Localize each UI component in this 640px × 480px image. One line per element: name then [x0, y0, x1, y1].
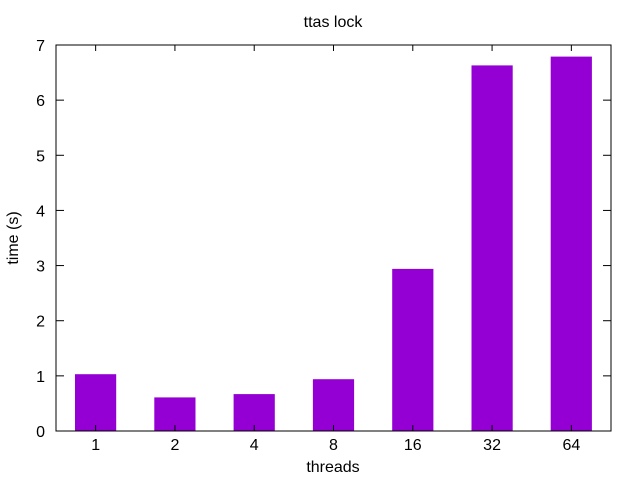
bar-4 [233, 394, 275, 431]
x-tick-label-64: 64 [562, 437, 580, 454]
y-tick-label-3: 3 [36, 259, 45, 276]
x-tick-label-8: 8 [329, 437, 338, 454]
bar-32 [471, 65, 513, 432]
y-axis-label: time (s) [5, 211, 22, 264]
bar-16 [392, 268, 434, 431]
x-tick-label-4: 4 [250, 437, 259, 454]
bar-1 [75, 374, 117, 431]
x-tick-label-16: 16 [404, 437, 422, 454]
bars-group [75, 56, 592, 432]
ticks-group: 1 2 4 8 16 32 64 0 1 2 3 4 5 6 7 [36, 38, 611, 454]
x-tick-label-1: 1 [91, 437, 100, 454]
y-tick-label-4: 4 [36, 203, 45, 220]
y-tick-label-6: 6 [36, 93, 45, 110]
x-axis-label: threads [306, 459, 359, 476]
y-tick-label-2: 2 [36, 314, 45, 331]
y-tick-label-7: 7 [36, 38, 45, 55]
plot-frame [55, 44, 612, 432]
x-tick-label-32: 32 [483, 437, 501, 454]
bar-64 [550, 56, 592, 431]
y-tick-label-5: 5 [36, 148, 45, 165]
y-tick-label-0: 0 [36, 424, 45, 441]
y-tick-label-1: 1 [36, 369, 45, 386]
chart-title: ttas lock [304, 14, 364, 31]
x-tick-label-2: 2 [170, 437, 179, 454]
bar-8 [312, 379, 355, 431]
